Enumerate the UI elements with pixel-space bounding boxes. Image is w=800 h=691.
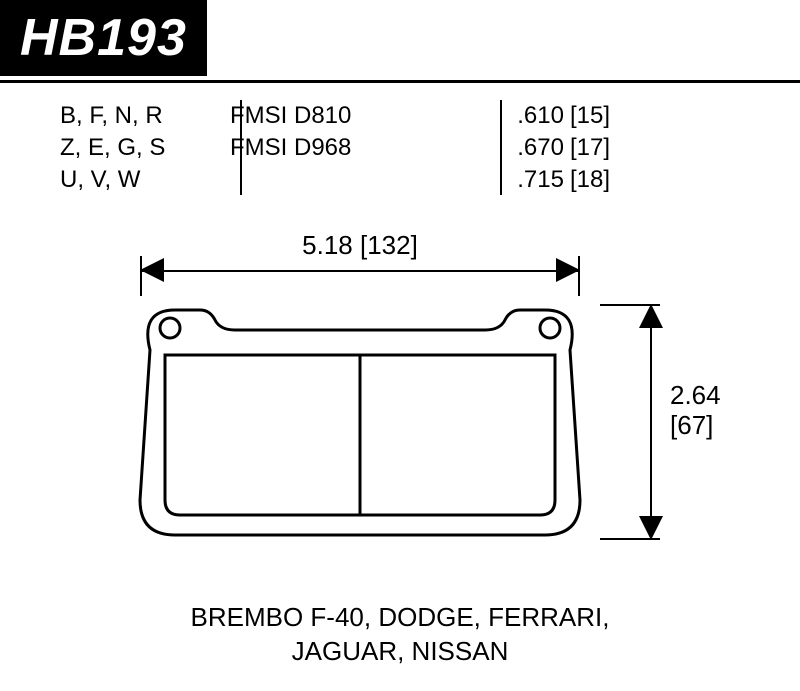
brake-pad-outline	[120, 300, 600, 550]
fmsi-code: FMSI D810	[230, 100, 430, 132]
thickness-in: .715	[517, 166, 564, 193]
thickness-row: .610[15]	[430, 100, 610, 132]
arrow-up-icon	[639, 304, 663, 328]
width-dimension-line	[140, 270, 580, 272]
compound-codes-line: U, V, W	[60, 164, 230, 196]
thickness-mm: [15]	[570, 102, 610, 129]
thickness-mm: [17]	[570, 134, 610, 161]
fmsi-code: FMSI D968	[230, 132, 430, 164]
part-number-header: HB193	[0, 0, 207, 76]
width-dimension-label: 5.18 [132]	[140, 230, 580, 261]
thickness-in: .610	[517, 102, 564, 129]
arrow-down-icon	[639, 516, 663, 540]
arrow-left-icon	[140, 258, 164, 282]
height-dimension-line	[650, 304, 652, 540]
thickness-mm: [18]	[570, 166, 610, 193]
arrow-right-icon	[556, 258, 580, 282]
thickness-row: .715[18]	[430, 164, 610, 196]
pad-diagram: 5.18 [132] 2.64 [67]	[60, 220, 740, 590]
compound-codes-line: B, F, N, R	[60, 100, 230, 132]
thickness-in: .670	[517, 134, 564, 161]
header-rule	[0, 80, 800, 83]
spec-block: B, F, N, R Z, E, G, S U, V, W FMSI D810 …	[60, 100, 740, 196]
compound-codes-line: Z, E, G, S	[60, 132, 230, 164]
height-dimension-label: 2.64 [67]	[670, 380, 721, 440]
application-caption: BREMBO F-40, DODGE, FERRARI, JAGUAR, NIS…	[0, 600, 800, 668]
thickness-row: .670[17]	[430, 132, 610, 164]
